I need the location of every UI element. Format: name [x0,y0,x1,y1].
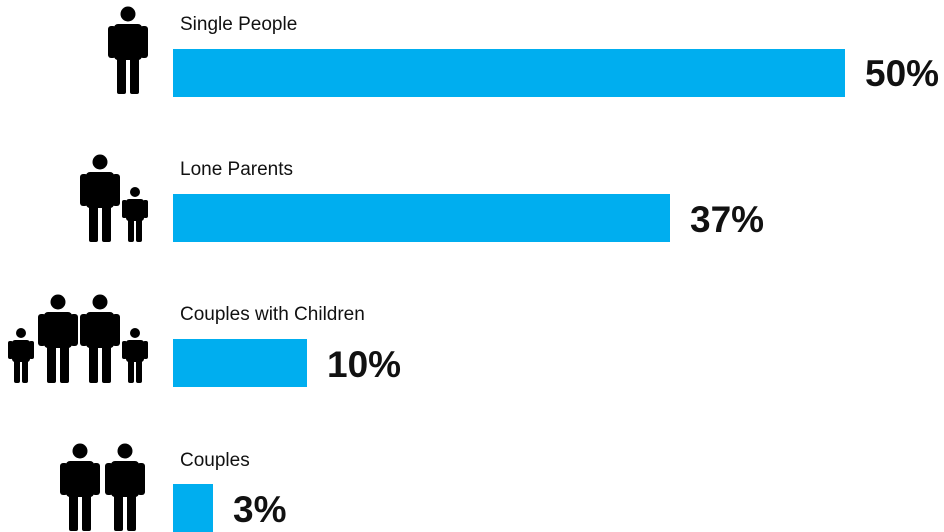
category-label: Couples [180,450,250,471]
category-label: Lone Parents [180,159,294,180]
bar [173,49,845,97]
bar [173,194,670,242]
single-person-icon [106,6,150,94]
category-label: Couples with Children [180,304,365,325]
data-label: 37% [690,199,765,240]
bar [173,339,307,387]
data-label: 3% [233,489,287,530]
couple-icon [58,443,150,531]
adult-and-child-icon [78,154,150,242]
bar [173,484,213,532]
family-with-children-icon [8,293,150,383]
data-label: 50% [865,53,940,94]
category-label: Single People [180,14,298,35]
data-label: 10% [327,344,402,385]
